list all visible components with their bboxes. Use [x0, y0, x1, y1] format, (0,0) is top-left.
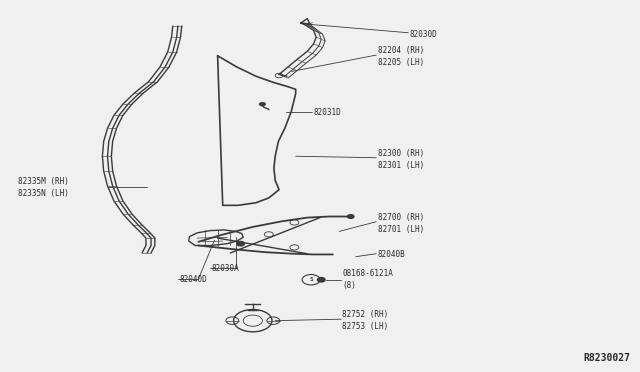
- Text: 82030A: 82030A: [211, 264, 239, 273]
- Text: 82204 (RH)
82205 (LH): 82204 (RH) 82205 (LH): [378, 46, 424, 67]
- Text: R8230027: R8230027: [584, 353, 630, 363]
- Text: 82031D: 82031D: [314, 108, 341, 117]
- Text: 82300 (RH)
82301 (LH): 82300 (RH) 82301 (LH): [378, 149, 424, 170]
- Text: 82752 (RH)
82753 (LH): 82752 (RH) 82753 (LH): [342, 310, 388, 331]
- Circle shape: [317, 278, 325, 282]
- Text: 82700 (RH)
82701 (LH): 82700 (RH) 82701 (LH): [378, 213, 424, 234]
- Circle shape: [259, 102, 266, 106]
- Circle shape: [348, 215, 354, 218]
- Text: S: S: [309, 277, 313, 282]
- Circle shape: [237, 241, 244, 246]
- Text: 82030D: 82030D: [410, 30, 437, 39]
- Text: 82335M (RH)
82335N (LH): 82335M (RH) 82335N (LH): [18, 177, 68, 198]
- Text: 82040B: 82040B: [378, 250, 405, 259]
- Text: 08168-6121A
(8): 08168-6121A (8): [342, 269, 393, 290]
- Text: 82040D: 82040D: [179, 275, 207, 284]
